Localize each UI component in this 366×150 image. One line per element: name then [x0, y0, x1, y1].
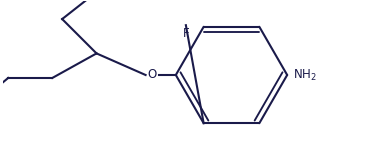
- Text: NH$_2$: NH$_2$: [292, 68, 316, 82]
- Text: O: O: [148, 69, 157, 81]
- Text: F: F: [183, 27, 189, 40]
